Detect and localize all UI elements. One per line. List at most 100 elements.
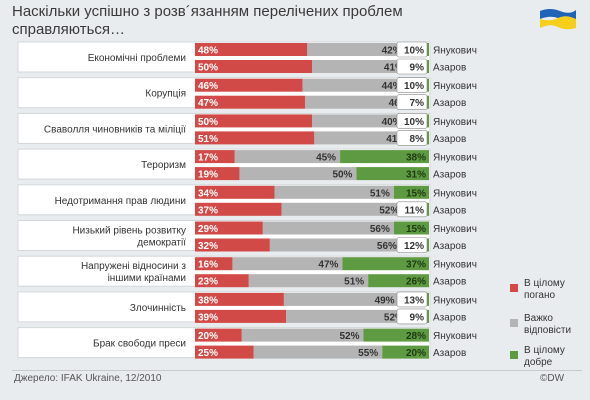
bar-segment-bad: [195, 257, 233, 271]
legend-swatch: [510, 319, 518, 327]
category-label: Злочинність: [130, 303, 186, 314]
data-label-hard: 40%: [382, 117, 402, 128]
legend-swatch: [510, 284, 518, 292]
bar-segment-hard: [283, 292, 399, 306]
data-label-good: 12%: [404, 241, 424, 252]
bar-segment-bad: [195, 202, 282, 216]
category-label: Низький рівень розвитку: [72, 226, 186, 237]
data-label-hard: 50%: [332, 170, 352, 181]
bar-segment-hard: [314, 131, 411, 145]
bar-segment-hard: [234, 150, 341, 164]
data-label-good-box: [396, 113, 428, 129]
data-label-hard: 52%: [384, 312, 404, 323]
data-label-bad: 51%: [198, 134, 218, 145]
flag-yellow-band: [540, 16, 576, 30]
bar-segment-bad: [195, 238, 270, 252]
category-label: Напружені відносини з: [81, 261, 186, 272]
data-label-bad: 17%: [198, 153, 218, 164]
legend-label: Важко відповісти: [524, 313, 588, 337]
series-name-label: Янукович: [433, 117, 477, 128]
data-label-hard: 51%: [344, 277, 364, 288]
chart-title-line-1: Наскільки успішно з розв´язанням переліч…: [12, 3, 403, 20]
data-label-good: 10%: [404, 117, 424, 128]
legend-item: В цілому добре: [510, 345, 590, 379]
bar-segment-hard: [253, 345, 383, 359]
data-label-hard: 52%: [379, 205, 399, 216]
bar-segment-good: [342, 257, 429, 271]
bar-segment-hard: [281, 202, 404, 216]
category-label: іншими країнами: [108, 273, 186, 284]
bar-segment-bad: [195, 292, 284, 306]
legend-label-line: відповісти: [524, 325, 572, 336]
data-label-hard: 56%: [370, 224, 390, 235]
data-label-good: 9%: [410, 63, 425, 74]
bar-segment-hard: [248, 274, 369, 288]
data-label-hard: 47%: [318, 260, 338, 271]
data-label-hard: 55%: [358, 348, 378, 359]
data-label-bad: 38%: [198, 295, 218, 306]
category-label: Брак свободи преси: [93, 338, 186, 350]
data-label-hard: 51%: [370, 188, 390, 199]
data-label-bad: 46%: [198, 81, 218, 92]
series-name-label: Азаров: [433, 63, 466, 74]
legend-label: В цілому добре: [524, 345, 588, 369]
footer-divider: [12, 370, 582, 371]
bar-segment-good: [382, 345, 429, 359]
data-label-good: 13%: [404, 295, 424, 306]
data-label-good-box: [396, 201, 428, 218]
data-label-bad: 47%: [198, 98, 218, 109]
bar-segment-bad: [195, 114, 312, 128]
data-label-bad: 50%: [198, 63, 218, 74]
data-label-good-box: [396, 94, 428, 110]
series-name-label: Янукович: [433, 81, 477, 92]
bar-segment-hard: [312, 114, 406, 128]
legend-label: В цілому погано: [524, 278, 588, 302]
category-label: Економічні проблеми: [88, 52, 186, 64]
series-name-label: Янукович: [433, 188, 477, 199]
data-label-good: 9%: [410, 312, 425, 323]
data-label-bad: 39%: [198, 312, 218, 323]
data-label-good: 37%: [406, 260, 426, 271]
chart-title-line-2: справляються…: [12, 21, 126, 38]
data-label-good: 20%: [406, 348, 426, 359]
series-name-label: Янукович: [433, 46, 477, 57]
legend-label-line: добре: [524, 357, 553, 368]
data-label-good: 10%: [404, 46, 424, 57]
bar-segment-hard: [304, 95, 413, 109]
data-label-good: 10%: [404, 81, 424, 92]
bar-segment-good: [363, 328, 429, 342]
data-label-good: 31%: [406, 170, 426, 181]
bar-segment-bad: [195, 43, 308, 56]
series-name-label: Азаров: [433, 277, 466, 288]
series-name-label: Янукович: [433, 331, 477, 342]
bar-segment-bad: [195, 60, 312, 73]
bar-segment-bad: [195, 328, 242, 342]
bar-segment-hard: [307, 43, 406, 56]
data-label-hard: 49%: [375, 295, 395, 306]
data-label-good-box: [396, 58, 428, 75]
data-label-bad: 20%: [198, 331, 218, 342]
data-label-good: 15%: [406, 188, 426, 199]
data-label-good: 38%: [406, 153, 426, 164]
data-label-hard: 42%: [382, 46, 402, 57]
bar-segment-bad: [195, 95, 305, 109]
series-name-label: Янукович: [433, 224, 477, 235]
series-name-label: Азаров: [433, 348, 466, 359]
bar-segment-bad: [195, 78, 303, 92]
data-label-bad: 48%: [198, 46, 218, 57]
bar-segment-hard: [269, 238, 401, 252]
bar-segment-bad: [195, 167, 240, 181]
category-label: Недотримання прав людини: [55, 196, 186, 207]
data-label-bad: 34%: [198, 188, 218, 199]
legend-label-line: В цілому: [524, 278, 565, 289]
bar-segment-good: [393, 221, 429, 235]
series-name-label: Азаров: [433, 170, 466, 181]
legend-label-line: погано: [524, 290, 556, 301]
series-name-label: Азаров: [433, 241, 466, 252]
series-name-label: Азаров: [433, 134, 466, 145]
data-label-bad: 29%: [198, 224, 218, 235]
legend-label-line: В цілому: [524, 345, 565, 356]
data-label-bad: 25%: [198, 348, 218, 359]
bar-segment-bad: [195, 131, 315, 145]
